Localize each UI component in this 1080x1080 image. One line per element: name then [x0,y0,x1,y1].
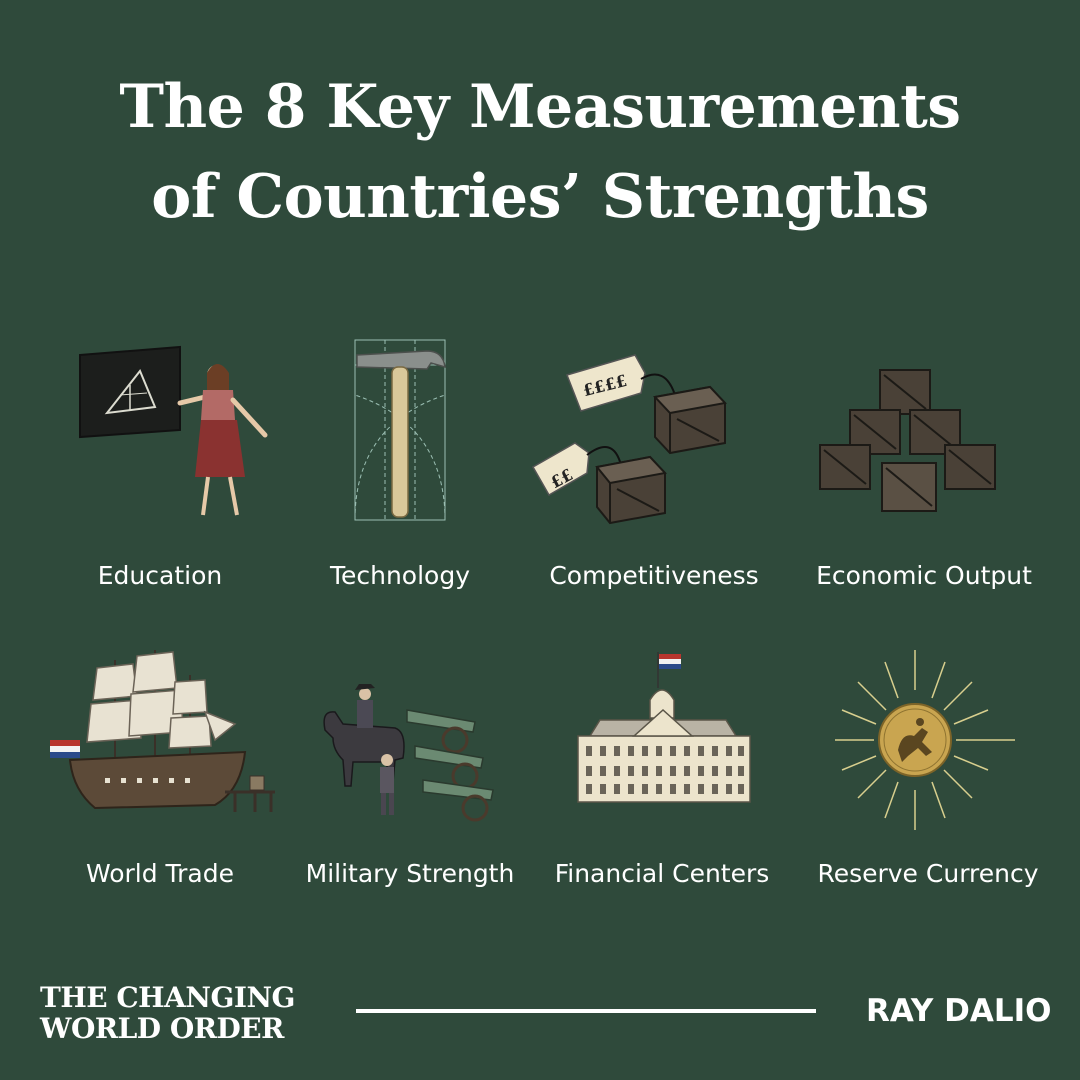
label-competitiveness: Competitiveness [549,561,759,590]
label-education: Education [97,561,223,590]
dutch-flag-icon [50,740,80,758]
soldier [380,754,394,815]
crate [881,462,937,512]
crate [819,444,871,490]
city-hall-building-icon [577,652,751,803]
technology-item [285,335,515,525]
crate [849,409,901,455]
military-strength-item [295,640,525,830]
dutch-flag-icon [657,652,681,688]
education-item [45,335,275,525]
teacher-chalkboard-icon [79,345,268,516]
brand-line-1: THE CHANGING [40,981,295,1014]
label-military-strength: Military Strength [305,859,515,888]
page-title: The 8 Key Measurements of Countries’ Str… [0,62,1080,242]
crate-upper [653,385,727,455]
cannons [406,709,494,822]
author-name: RAY DALIO [866,993,1052,1029]
economic-output-item [800,335,1030,525]
label-financial-centers: Financial Centers [554,859,770,888]
cannon [422,779,494,822]
reserve-currency-item [810,640,1040,830]
label-economic-output: Economic Output [816,561,1032,590]
price-tag-large: ££££ [566,354,646,412]
price-tag-small: ££ [531,442,590,497]
brand-logo: THE CHANGING WORLD ORDER [40,982,295,1044]
label-world-trade: World Trade [85,859,235,888]
competitiveness-item: ££££ ££ [525,335,755,525]
title-line-1: The 8 Key Measurements [119,72,961,142]
horse-rider-icon [323,684,405,787]
crate [879,369,931,415]
sailing-ship-icon [50,650,275,812]
cannon [406,709,476,754]
gold-coin-sunburst-icon [835,650,1015,830]
cannon [414,745,484,790]
world-trade-item [45,640,275,830]
cavalry-cannons-icon [323,684,494,822]
brand-line-2: WORLD ORDER [40,1012,284,1045]
title-line-2: of Countries’ Strengths [151,162,929,232]
crate-lower [595,455,667,525]
financial-centers-item [550,640,780,830]
crate [944,444,996,490]
label-technology: Technology [329,561,471,590]
hammer-blueprint-icon [354,339,446,521]
label-reserve-currency: Reserve Currency [817,859,1039,888]
stacked-crates-icon [819,369,996,512]
footer-divider [356,1009,816,1013]
dock [225,790,275,812]
sunburst [835,650,1015,830]
price-tag-crates-icon: ££££ ££ [531,354,727,525]
